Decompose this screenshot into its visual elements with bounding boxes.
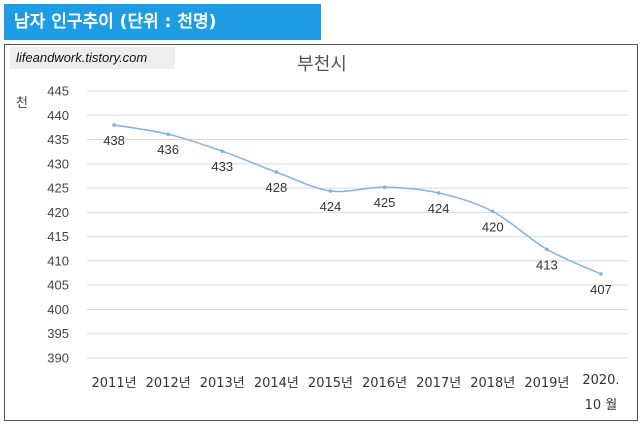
data-point xyxy=(599,272,603,276)
data-label: 407 xyxy=(590,282,612,297)
header-title: 남자 인구추이 (단위 : 천명) xyxy=(4,4,321,40)
data-point xyxy=(436,191,441,195)
watermark: lifeandwork.tistory.com xyxy=(10,47,175,69)
y-tick-label: 430 xyxy=(47,156,69,171)
series-line xyxy=(113,124,602,275)
x-tick-label: 2017년 xyxy=(416,376,461,391)
x-tick-label: 2019년 xyxy=(524,376,569,391)
data-label: 420 xyxy=(482,219,504,234)
x-tick-label: 2012년 xyxy=(146,376,191,391)
x-tick-label: 10 월 xyxy=(585,398,618,413)
data-point xyxy=(490,209,495,214)
y-tick-label: 400 xyxy=(47,302,69,317)
x-tick-label: 2011년 xyxy=(92,376,137,391)
y-tick-label: 415 xyxy=(47,229,69,244)
y-tick-label: 445 xyxy=(47,84,69,99)
x-tick-label: 2014년 xyxy=(254,376,299,391)
x-tick-label: 2015년 xyxy=(308,376,353,391)
y-axis-label: 천 xyxy=(16,96,28,111)
data-label: 424 xyxy=(428,201,450,216)
chart-title: 부천시 xyxy=(297,54,347,75)
data-point xyxy=(328,189,333,193)
data-label: 436 xyxy=(157,142,179,157)
data-label: 424 xyxy=(320,199,342,214)
y-tick-label: 435 xyxy=(47,132,69,147)
data-point xyxy=(112,123,116,127)
y-tick-label: 420 xyxy=(47,205,69,220)
data-label: 433 xyxy=(211,159,233,174)
data-point xyxy=(220,149,225,153)
x-tick-label: 2018년 xyxy=(470,376,515,391)
y-tick-label: 440 xyxy=(47,108,69,123)
data-point xyxy=(382,185,387,189)
y-tick-label: 425 xyxy=(47,181,69,196)
data-point xyxy=(274,170,279,174)
data-point xyxy=(545,247,549,252)
x-tick-label: 2013년 xyxy=(200,376,245,391)
x-tick-label: 2016년 xyxy=(362,376,407,391)
y-tick-label: 410 xyxy=(47,253,69,268)
data-label: 425 xyxy=(374,195,396,210)
data-label: 428 xyxy=(265,180,287,195)
x-tick-label: 2020. xyxy=(582,373,619,388)
data-point xyxy=(166,132,170,137)
data-label: 438 xyxy=(103,133,125,148)
data-label: 413 xyxy=(536,257,558,272)
y-tick-label: 395 xyxy=(47,326,69,341)
y-tick-label: 390 xyxy=(47,351,69,366)
y-tick-label: 405 xyxy=(47,278,69,293)
